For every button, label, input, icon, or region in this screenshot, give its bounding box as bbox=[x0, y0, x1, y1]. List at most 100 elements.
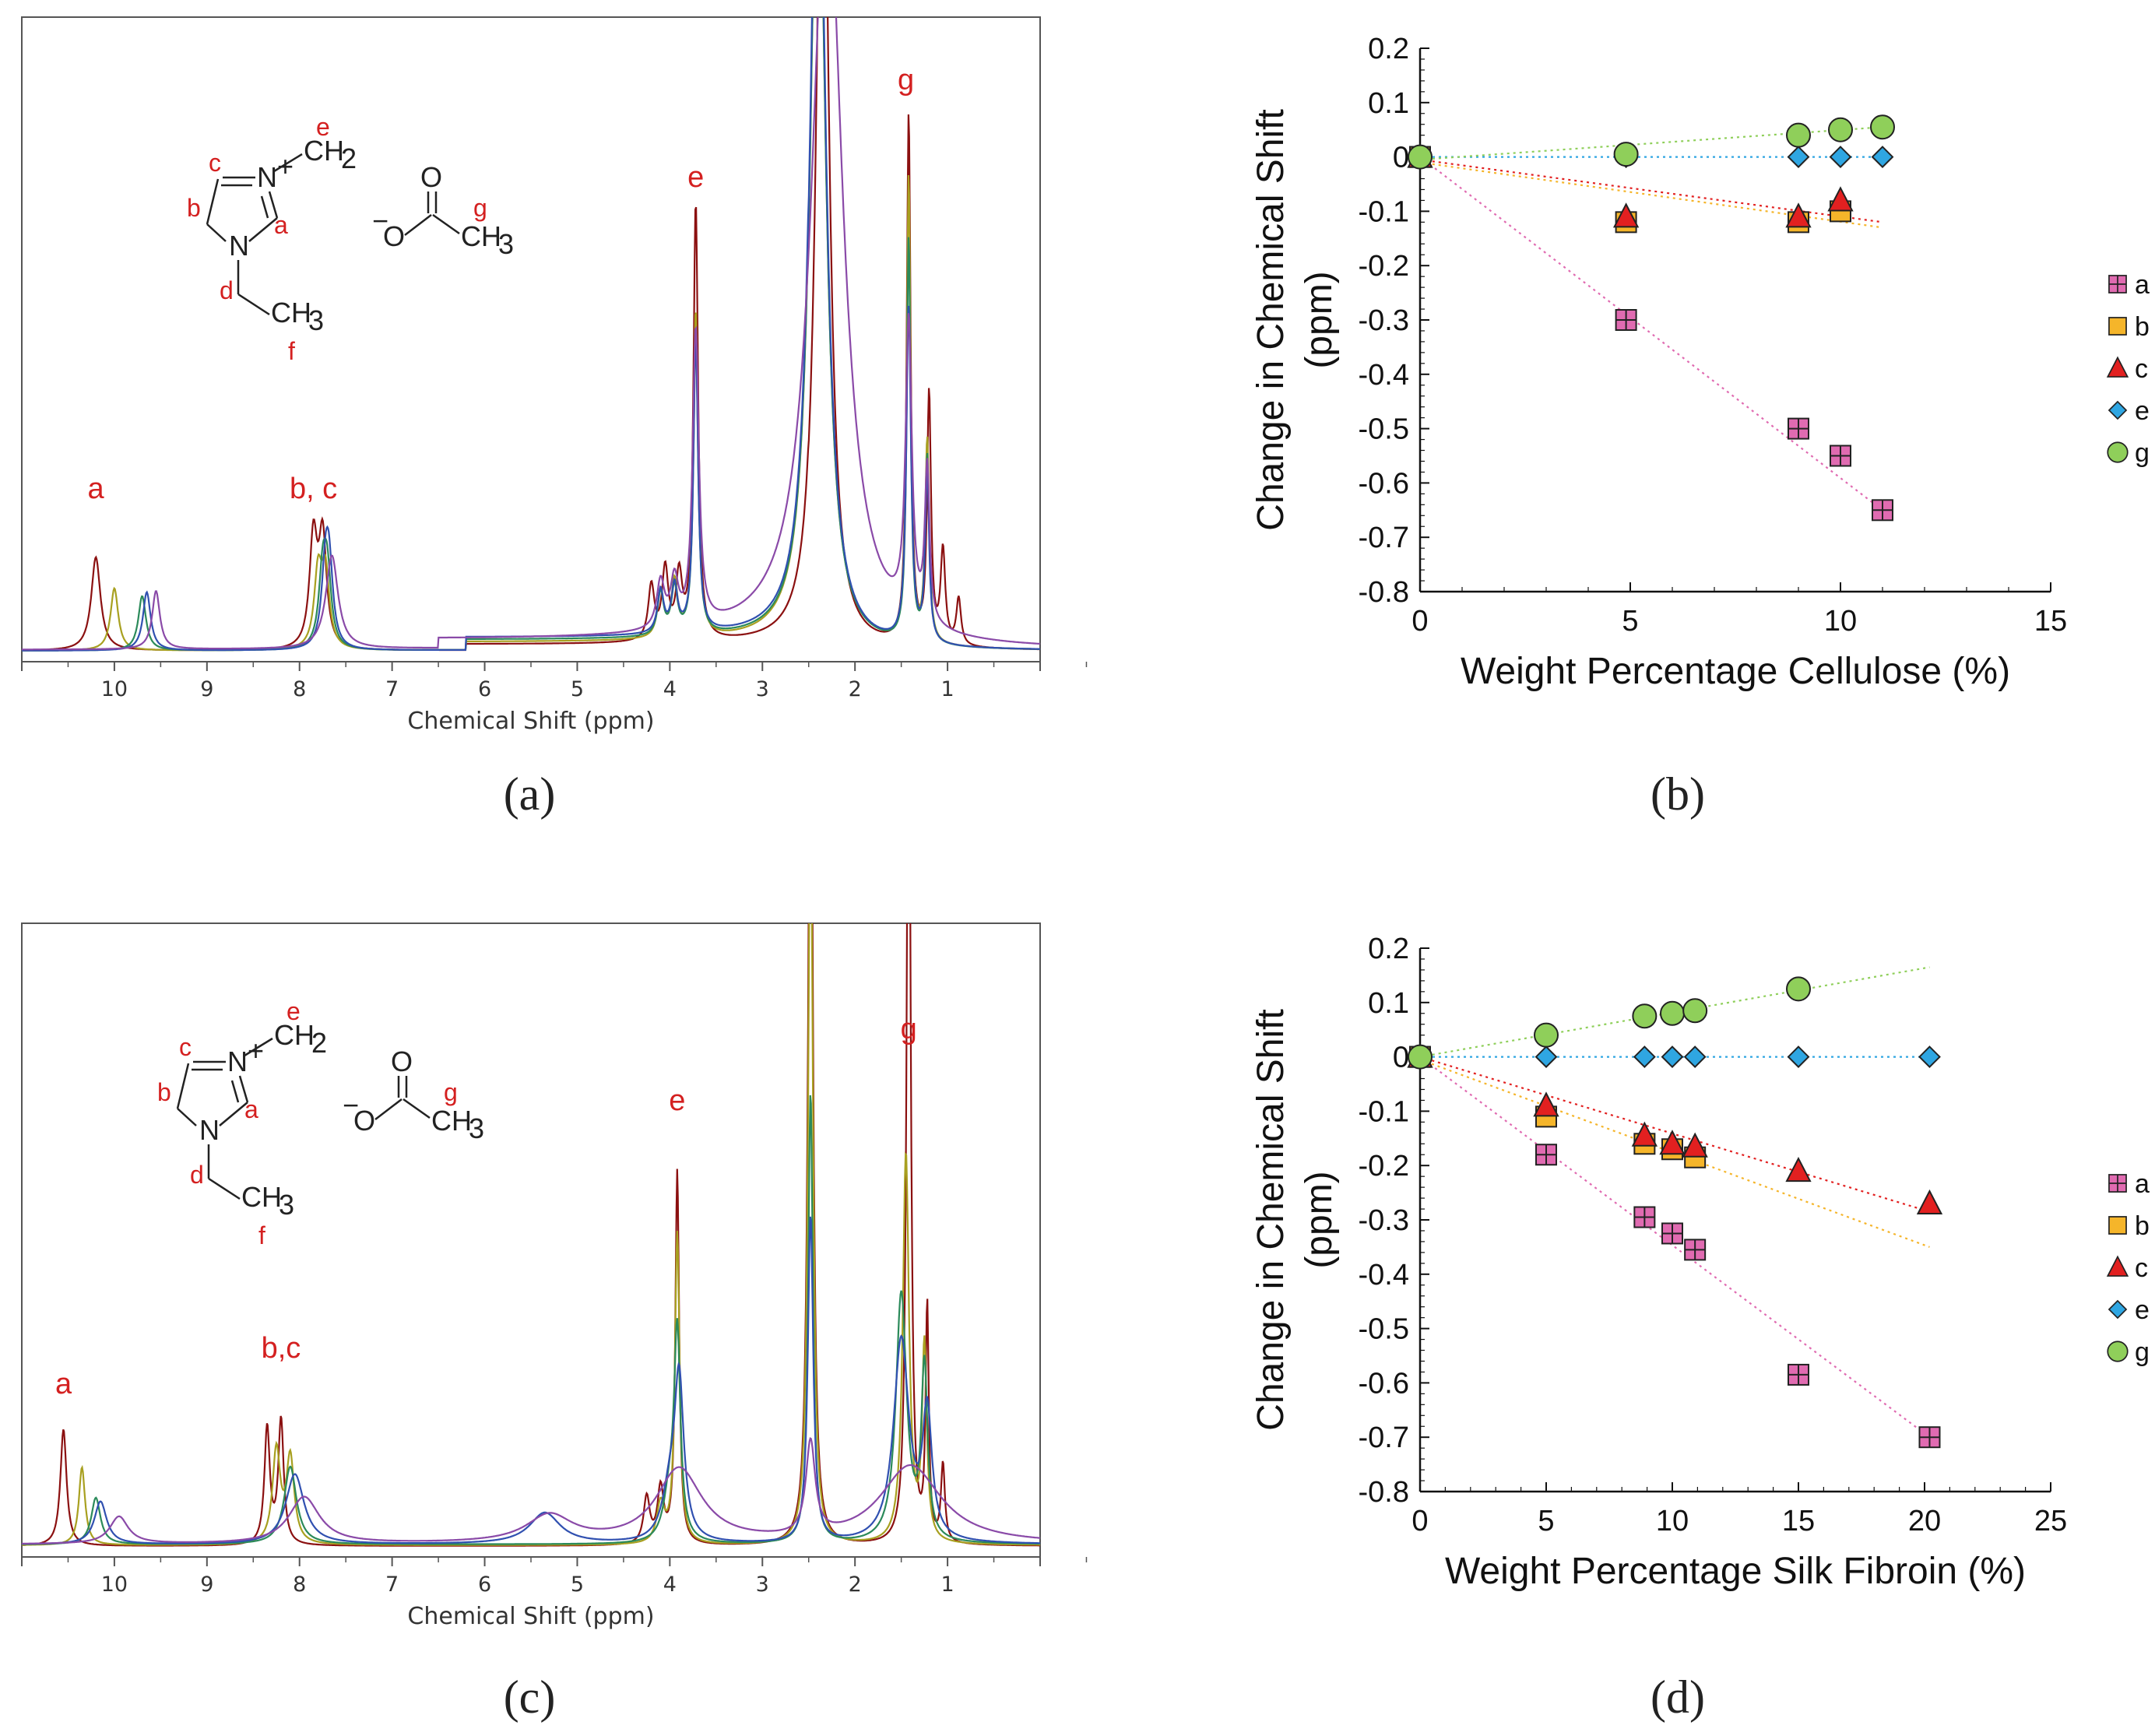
peak-label: a bbox=[88, 473, 105, 505]
panel-label-c: (c) bbox=[504, 1671, 556, 1723]
y-tick-label: -0.5 bbox=[1359, 1313, 1409, 1346]
legend-marker bbox=[2108, 275, 2127, 293]
legend-marker bbox=[2106, 356, 2129, 378]
bond-ethyl bbox=[244, 1037, 273, 1057]
bond-ethyl bbox=[237, 293, 270, 316]
data-point-c bbox=[1612, 202, 1640, 228]
data-point-g bbox=[1613, 142, 1639, 167]
ring-bond bbox=[177, 1108, 197, 1126]
bond-ethyl bbox=[273, 153, 303, 173]
scatter-panel-b: 0.20.10-0.1-0.2-0.3-0.4-0.5-0.6-0.7-0.80… bbox=[1250, 33, 2150, 692]
trend-line-c bbox=[1419, 158, 1883, 223]
data-point-g bbox=[1408, 144, 1433, 170]
y-axis-label-line: (ppm) bbox=[1299, 271, 1340, 368]
y-tick-label: -0.5 bbox=[1359, 413, 1409, 446]
legend-label-a: a bbox=[2135, 1169, 2150, 1199]
panel-label-a: (a) bbox=[504, 768, 556, 820]
legend-marker bbox=[2107, 1341, 2129, 1362]
data-point-b bbox=[2108, 1216, 2127, 1235]
ring-bond bbox=[176, 1063, 190, 1109]
bond bbox=[403, 1098, 431, 1119]
y-axis-label-line: (ppm) bbox=[1299, 1171, 1340, 1268]
x-tick-label: 10 bbox=[1656, 1505, 1689, 1537]
spectra-group bbox=[22, 923, 1040, 1547]
x-tick-label: 7 bbox=[385, 677, 399, 701]
trend-line-c bbox=[1419, 1056, 1930, 1213]
label-b: b bbox=[187, 194, 201, 222]
y-tick-label: 0 bbox=[1393, 142, 1409, 174]
spectrum-line bbox=[22, 923, 1040, 1546]
x-axis-label: Weight Percentage Silk Fibroin (%) bbox=[1445, 1551, 2026, 1592]
label-e: e bbox=[316, 113, 330, 141]
legend-label-b: b bbox=[2135, 312, 2150, 342]
data-point-e bbox=[1661, 1045, 1684, 1069]
label-d: d bbox=[220, 276, 234, 304]
x-tick-label: 3 bbox=[756, 677, 769, 701]
x-tick-label: 7 bbox=[385, 1573, 399, 1597]
peak-label: b,c bbox=[262, 1332, 301, 1365]
y-axis-label-line: Change in Chemical Shift bbox=[1250, 109, 1292, 531]
plot-frame bbox=[21, 922, 1041, 1558]
legend-marker bbox=[2108, 1174, 2127, 1193]
x-tick-label: 1 bbox=[940, 1573, 954, 1597]
y-tick-label: -0.4 bbox=[1359, 1259, 1409, 1291]
legend-label-b: b bbox=[2135, 1211, 2150, 1241]
legend-marker bbox=[2108, 1299, 2128, 1320]
label-d: d bbox=[190, 1161, 204, 1189]
atom-ch3: CH bbox=[431, 1105, 472, 1137]
legend-label-e: e bbox=[2135, 396, 2150, 426]
y-tick-label: -0.1 bbox=[1359, 195, 1409, 228]
spectrum-line bbox=[22, 17, 1040, 652]
spectrum-line bbox=[22, 17, 1040, 652]
atom-ch3: CH bbox=[241, 1181, 282, 1213]
y-tick-label: -0.3 bbox=[1359, 304, 1409, 337]
y-axis-label-line: Change in Chemical Shift bbox=[1250, 1009, 1292, 1431]
atom-ch2: CH bbox=[304, 135, 344, 167]
x-tick-label: 8 bbox=[293, 1573, 306, 1597]
legend-label-g: g bbox=[2135, 438, 2150, 468]
data-point-g bbox=[1682, 998, 1708, 1024]
label-g: g bbox=[444, 1078, 458, 1106]
label-a: a bbox=[274, 211, 288, 239]
spectra-group bbox=[22, 17, 1040, 652]
legend-label-c: c bbox=[2135, 1253, 2148, 1283]
ring-bond bbox=[260, 195, 269, 219]
atom-ch3: CH bbox=[271, 297, 311, 329]
data-point-e bbox=[1787, 1045, 1810, 1069]
peak-label: g bbox=[901, 1013, 917, 1045]
data-point-e bbox=[1633, 1045, 1656, 1069]
atom-o: O bbox=[391, 1045, 413, 1077]
data-point-e bbox=[2108, 1299, 2128, 1320]
data-point-e bbox=[1535, 1045, 1558, 1069]
peak-label: g bbox=[898, 64, 914, 97]
ring-bond bbox=[219, 1102, 248, 1126]
y-tick-label: -0.8 bbox=[1359, 576, 1409, 609]
data-point-c bbox=[1785, 202, 1812, 228]
atom-o: O bbox=[383, 220, 405, 252]
y-tick-label: 0.1 bbox=[1368, 87, 1409, 120]
spectrum-line bbox=[22, 1216, 1040, 1545]
x-tick-label: 9 bbox=[200, 677, 213, 701]
spectrum-line bbox=[22, 1437, 1040, 1544]
x-tick-label: 4 bbox=[663, 1573, 677, 1597]
data-point-g bbox=[1786, 122, 1811, 148]
charge-plus: + bbox=[248, 1035, 264, 1067]
trend-line-b bbox=[1419, 161, 1883, 229]
y-tick-label: 0.2 bbox=[1368, 933, 1409, 965]
data-point-c bbox=[1827, 186, 1854, 212]
ring-bond bbox=[268, 191, 279, 219]
data-point-c bbox=[1682, 1132, 1708, 1158]
data-point-e bbox=[1829, 146, 1852, 169]
legend-marker bbox=[2108, 1216, 2127, 1235]
trend-line-g bbox=[1419, 966, 1930, 1058]
y-tick-label: -0.6 bbox=[1359, 1367, 1409, 1400]
ring-bond bbox=[248, 217, 278, 242]
x-tick-label: 6 bbox=[478, 1573, 491, 1597]
data-point-c bbox=[1916, 1189, 1943, 1215]
atom-n: N bbox=[229, 230, 249, 262]
subscript: 3 bbox=[308, 304, 324, 336]
